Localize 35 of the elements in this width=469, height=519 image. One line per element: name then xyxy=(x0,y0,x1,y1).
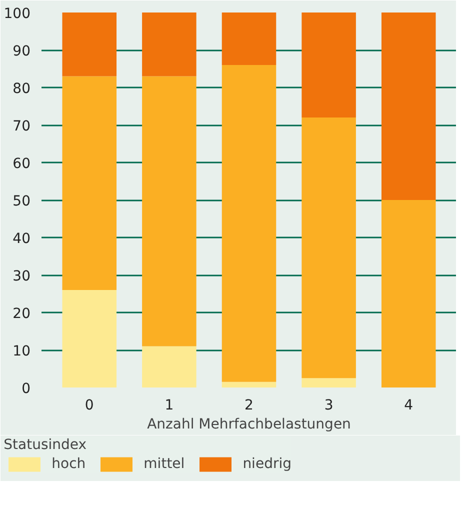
bar xyxy=(381,12,436,200)
x-tick-label: 2 xyxy=(244,398,254,414)
bar xyxy=(142,76,196,346)
y-tick-label: 0 xyxy=(22,381,31,397)
legend-label: mittel xyxy=(144,455,185,473)
x-tick-label: 1 xyxy=(164,398,174,414)
bar xyxy=(302,378,356,388)
y-tick-label: 40 xyxy=(12,231,31,247)
bar xyxy=(142,346,196,388)
bar xyxy=(142,12,196,76)
bar xyxy=(222,65,276,382)
bar xyxy=(62,76,117,290)
legend-label: niedrig xyxy=(242,455,292,473)
y-tick-label: 60 xyxy=(12,156,31,172)
y-tick-label: 90 xyxy=(12,44,31,60)
bar xyxy=(302,118,356,378)
y-tick-label: 80 xyxy=(12,81,31,97)
y-tick-label: 50 xyxy=(12,194,31,210)
x-tick-label: 0 xyxy=(84,398,94,414)
y-tick-label: 100 xyxy=(4,6,31,22)
bar xyxy=(62,12,117,76)
y-tick-label: 70 xyxy=(12,118,31,134)
x-tick-label: 4 xyxy=(404,398,414,414)
bar xyxy=(222,382,276,388)
x-axis-title: Anzahl Mehrfachbelastungen xyxy=(147,416,351,432)
bar xyxy=(381,200,436,388)
y-tick-label: 20 xyxy=(12,306,31,322)
bar xyxy=(302,12,356,118)
y-tick-label: 30 xyxy=(12,268,31,284)
bar xyxy=(62,290,117,388)
legend-title: Statusindex xyxy=(4,437,88,453)
bar xyxy=(222,12,276,65)
x-tick-label: 3 xyxy=(324,398,334,414)
y-tick-label: 10 xyxy=(12,344,31,360)
legend-label: hoch xyxy=(52,455,86,473)
